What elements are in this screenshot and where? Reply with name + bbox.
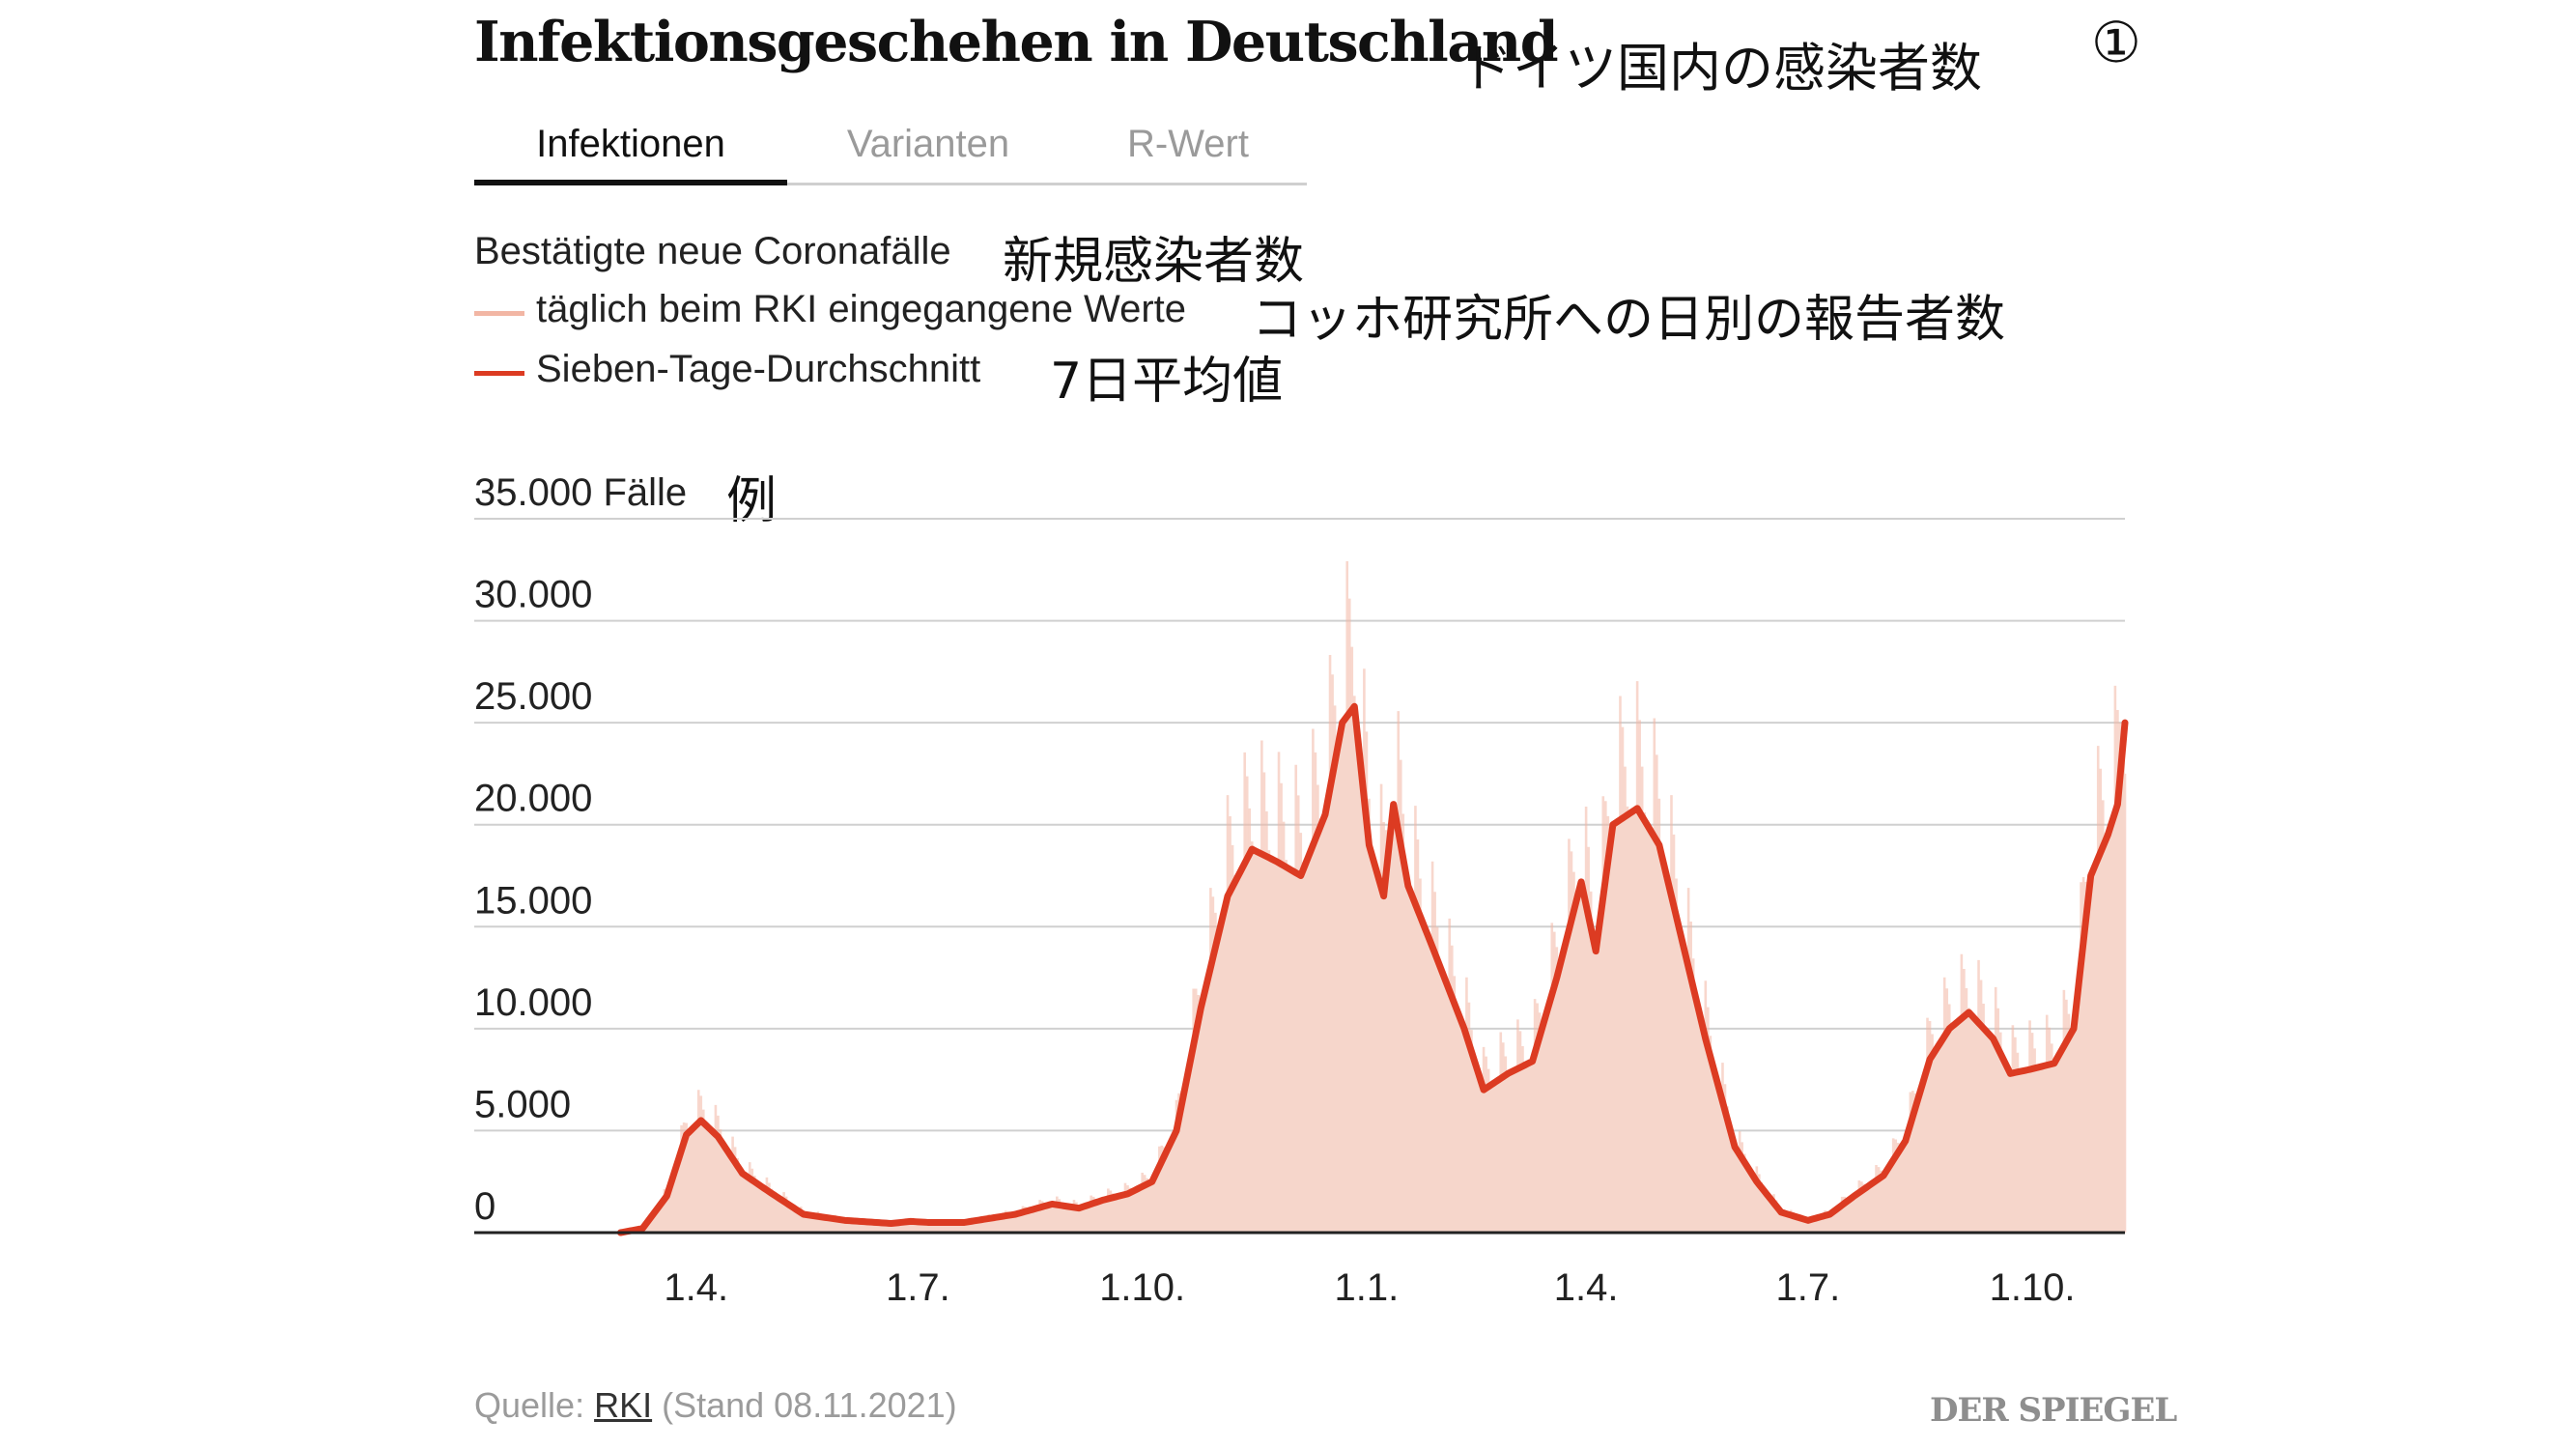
- x-tick-label: 1.7.: [1775, 1266, 1840, 1309]
- tab-varianten[interactable]: Varianten: [787, 111, 1069, 183]
- y-tick-label: 10.000: [474, 981, 592, 1024]
- x-tick-label: 1.4.: [1554, 1266, 1619, 1309]
- tab-r-wert-label: R-Wert: [1127, 123, 1249, 165]
- x-tick-label: 1.4.: [664, 1266, 728, 1309]
- x-tick-label: 1.1.: [1335, 1266, 1400, 1309]
- chart-subtitle-japanese: 新規感染者数: [1003, 233, 1305, 291]
- y-tick-label: 15.000: [474, 879, 592, 922]
- figure-number: ①: [2091, 12, 2141, 74]
- chart-title: Infektionsgeschehen in Deutschland: [474, 10, 1559, 74]
- y-tick-label: 25.000: [474, 675, 592, 718]
- tab-bar: Infektionen Varianten R-Wert: [474, 111, 1307, 185]
- source-date: (Stand 08.11.2021): [652, 1385, 957, 1425]
- tab-r-wert[interactable]: R-Wert: [1069, 111, 1307, 183]
- y-tick-label: 35.000 Fälle: [474, 471, 687, 514]
- source-link[interactable]: RKI: [594, 1385, 653, 1425]
- tab-infektionen-label: Infektionen: [536, 123, 725, 165]
- legend-swatch-average: [474, 371, 524, 376]
- legend-label-average-japanese: 7日平均値: [1050, 353, 1284, 411]
- x-tick-label: 1.7.: [886, 1266, 950, 1309]
- legend-label-average: Sieben-Tage-Durchschnitt: [536, 348, 981, 390]
- x-axis-ticks: 1.4. 1.7. 1.10. 1.1. 1.4. 1.7. 1.10.: [664, 1266, 2075, 1309]
- x-tick-label: 1.10.: [1099, 1266, 1185, 1309]
- source-note: Quelle: RKI (Stand 08.11.2021): [474, 1385, 957, 1426]
- x-tick-label: 1.10.: [1990, 1266, 2076, 1309]
- y-tick-label: 30.000: [474, 574, 592, 616]
- source-prefix: Quelle:: [474, 1385, 595, 1425]
- legend-label-daily: täglich beim RKI eingegangene Werte: [536, 288, 1187, 330]
- legend-swatch-daily: [474, 311, 524, 316]
- tab-varianten-label: Varianten: [846, 123, 1010, 165]
- y-tick-label: 0: [474, 1185, 495, 1228]
- unit-label-japanese: 例: [726, 472, 778, 530]
- y-tick-label: 5.000: [474, 1083, 571, 1125]
- y-axis-ticks: 0 5.000 10.000 15.000 20.000 25.000 30.000 35.0…: [474, 471, 687, 1228]
- daily-area: [620, 706, 2125, 1233]
- chart-subtitle: Bestätigte neue Coronafälle: [474, 230, 951, 272]
- legend-label-daily-japanese: コッホ研究所への日別の報告者数: [1252, 291, 2006, 349]
- y-tick-label: 20.000: [474, 778, 592, 820]
- chart-title-japanese: ドイツ国内の感染者数: [1460, 38, 1982, 99]
- publisher-logo: DER SPIEGEL: [1930, 1391, 2177, 1430]
- tab-infektionen[interactable]: Infektionen: [474, 111, 787, 185]
- average-line: [616, 702, 2129, 1236]
